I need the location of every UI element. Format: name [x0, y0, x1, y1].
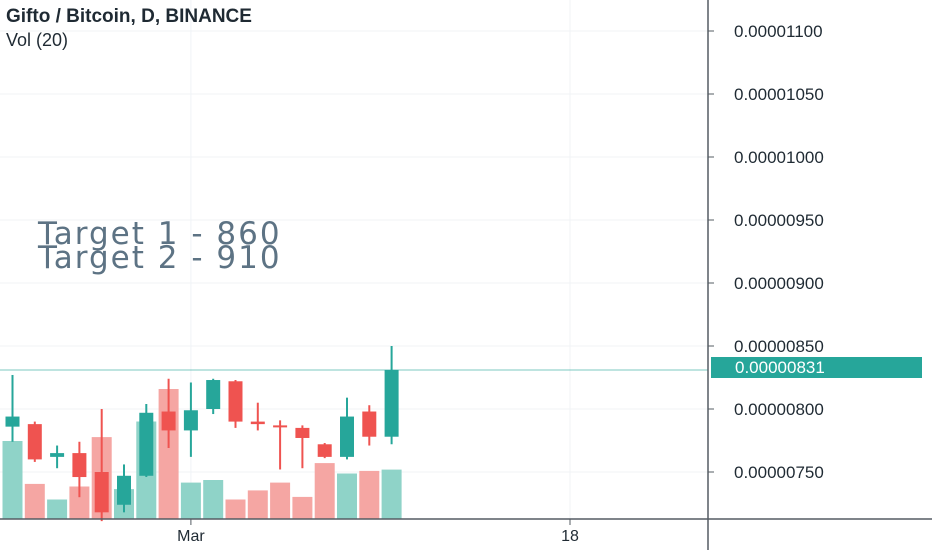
candle-body	[340, 416, 354, 457]
volume-bar	[314, 463, 335, 519]
annotation-target-1: Target 1 - 860	[38, 216, 282, 252]
candles	[5, 346, 399, 522]
candle	[228, 380, 243, 428]
volume-bar	[180, 482, 201, 519]
y-tick-label: 0.00000800	[734, 400, 824, 419]
candle-body	[117, 475, 131, 505]
candle-body	[183, 410, 198, 431]
candle-body	[72, 453, 87, 478]
y-tick-label: 0.00001000	[734, 148, 824, 167]
candle	[362, 405, 377, 446]
y-tick-label: 0.00001100	[734, 22, 823, 41]
candle-body	[362, 411, 377, 437]
volume-bar	[225, 499, 246, 519]
candle	[27, 421, 42, 462]
current-price-badge: 0.00000831	[711, 357, 922, 378]
candle	[50, 445, 65, 469]
volume-bar	[203, 480, 224, 519]
chart-title: Gifto / Bitcoin, D, BINANCE	[6, 6, 252, 27]
candle-body	[139, 412, 154, 476]
candle-body	[384, 369, 399, 437]
candle	[317, 443, 332, 459]
x-tick-label: Mar	[177, 528, 205, 545]
candle	[250, 402, 265, 431]
y-tick-label: 0.00000950	[734, 211, 824, 230]
y-tick-label: 0.00000900	[734, 274, 824, 293]
candle-body	[206, 380, 221, 409]
volume-bar	[69, 486, 90, 519]
volume-bar	[337, 473, 357, 519]
candle	[384, 346, 399, 445]
volume-bar	[24, 483, 45, 519]
candle	[72, 441, 87, 498]
candle-body	[250, 421, 265, 425]
y-tick-label: 0.00001050	[734, 85, 824, 104]
candle	[340, 397, 354, 460]
volume-indicator-label: Vol (20)	[6, 30, 69, 50]
volume-bar	[359, 470, 380, 519]
volume-bar	[2, 441, 23, 519]
candle-body	[295, 427, 310, 438]
candle-body	[273, 425, 288, 428]
volume-bar	[381, 469, 402, 519]
volume-bar	[292, 496, 313, 519]
candle	[139, 403, 154, 478]
y-axis-ticks: 0.00001100 0.00001050 0.00001000 0.00000950…	[708, 22, 824, 482]
annotation-target-2: Target 2 - 910	[38, 240, 282, 276]
candle	[117, 464, 131, 513]
candle	[5, 374, 20, 442]
y-tick-label: 0.00000850	[734, 337, 824, 356]
volume-bar	[247, 490, 268, 519]
volume-bar	[47, 499, 68, 519]
candle	[183, 382, 198, 457]
candle-body	[5, 416, 20, 427]
candle	[161, 378, 176, 449]
candle-body	[27, 424, 42, 460]
candle-body	[317, 444, 332, 457]
candle	[295, 425, 310, 469]
candle	[206, 378, 221, 415]
candle	[273, 420, 288, 470]
grid-lines	[0, 0, 708, 519]
x-axis-ticks: Mar 18	[177, 519, 579, 545]
candle-body	[50, 453, 65, 457]
candle-body	[161, 411, 176, 431]
candle-body	[228, 381, 243, 422]
x-tick-label: 18	[561, 528, 579, 545]
candle	[94, 409, 109, 522]
candle-body	[94, 472, 109, 513]
y-tick-label: 0.00000750	[734, 463, 824, 482]
volume-bar	[270, 482, 291, 519]
